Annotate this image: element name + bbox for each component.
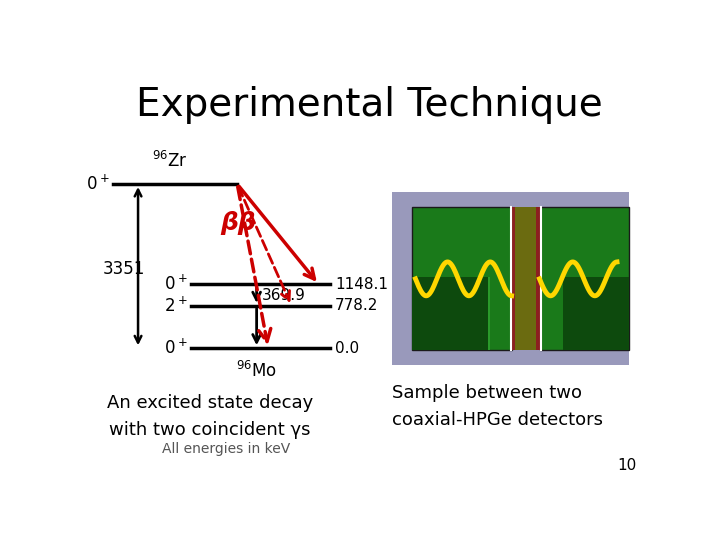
- Bar: [487, 276, 490, 350]
- Bar: [412, 276, 489, 350]
- Text: 778.2: 778.2: [335, 298, 378, 313]
- Text: $^{96}$Mo: $^{96}$Mo: [236, 361, 277, 381]
- Bar: [563, 276, 629, 350]
- Text: $^{96}$Zr: $^{96}$Zr: [152, 151, 188, 171]
- Text: 0$^+$: 0$^+$: [164, 339, 188, 358]
- Bar: [512, 207, 516, 350]
- Bar: [392, 192, 629, 365]
- Text: 369.9: 369.9: [262, 287, 306, 302]
- Text: Experimental Technique: Experimental Technique: [135, 86, 603, 124]
- Text: 1148.1: 1148.1: [335, 276, 388, 292]
- Text: ββ: ββ: [220, 211, 256, 235]
- Text: 0$^+$: 0$^+$: [86, 174, 109, 194]
- Bar: [412, 207, 513, 350]
- Text: 0.0: 0.0: [335, 341, 359, 356]
- Text: 2$^+$: 2$^+$: [164, 296, 188, 315]
- Bar: [539, 207, 629, 350]
- Text: 10: 10: [617, 458, 636, 473]
- Bar: [536, 207, 539, 350]
- Text: Sample between two
coaxial-HPGe detectors: Sample between two coaxial-HPGe detector…: [392, 384, 603, 429]
- Text: 3351: 3351: [103, 260, 145, 278]
- Text: 0$^+$: 0$^+$: [164, 275, 188, 294]
- Bar: [515, 207, 538, 350]
- Text: All energies in keV: All energies in keV: [161, 442, 289, 456]
- Text: An excited state decay
with two coincident γs: An excited state decay with two coincide…: [107, 394, 313, 439]
